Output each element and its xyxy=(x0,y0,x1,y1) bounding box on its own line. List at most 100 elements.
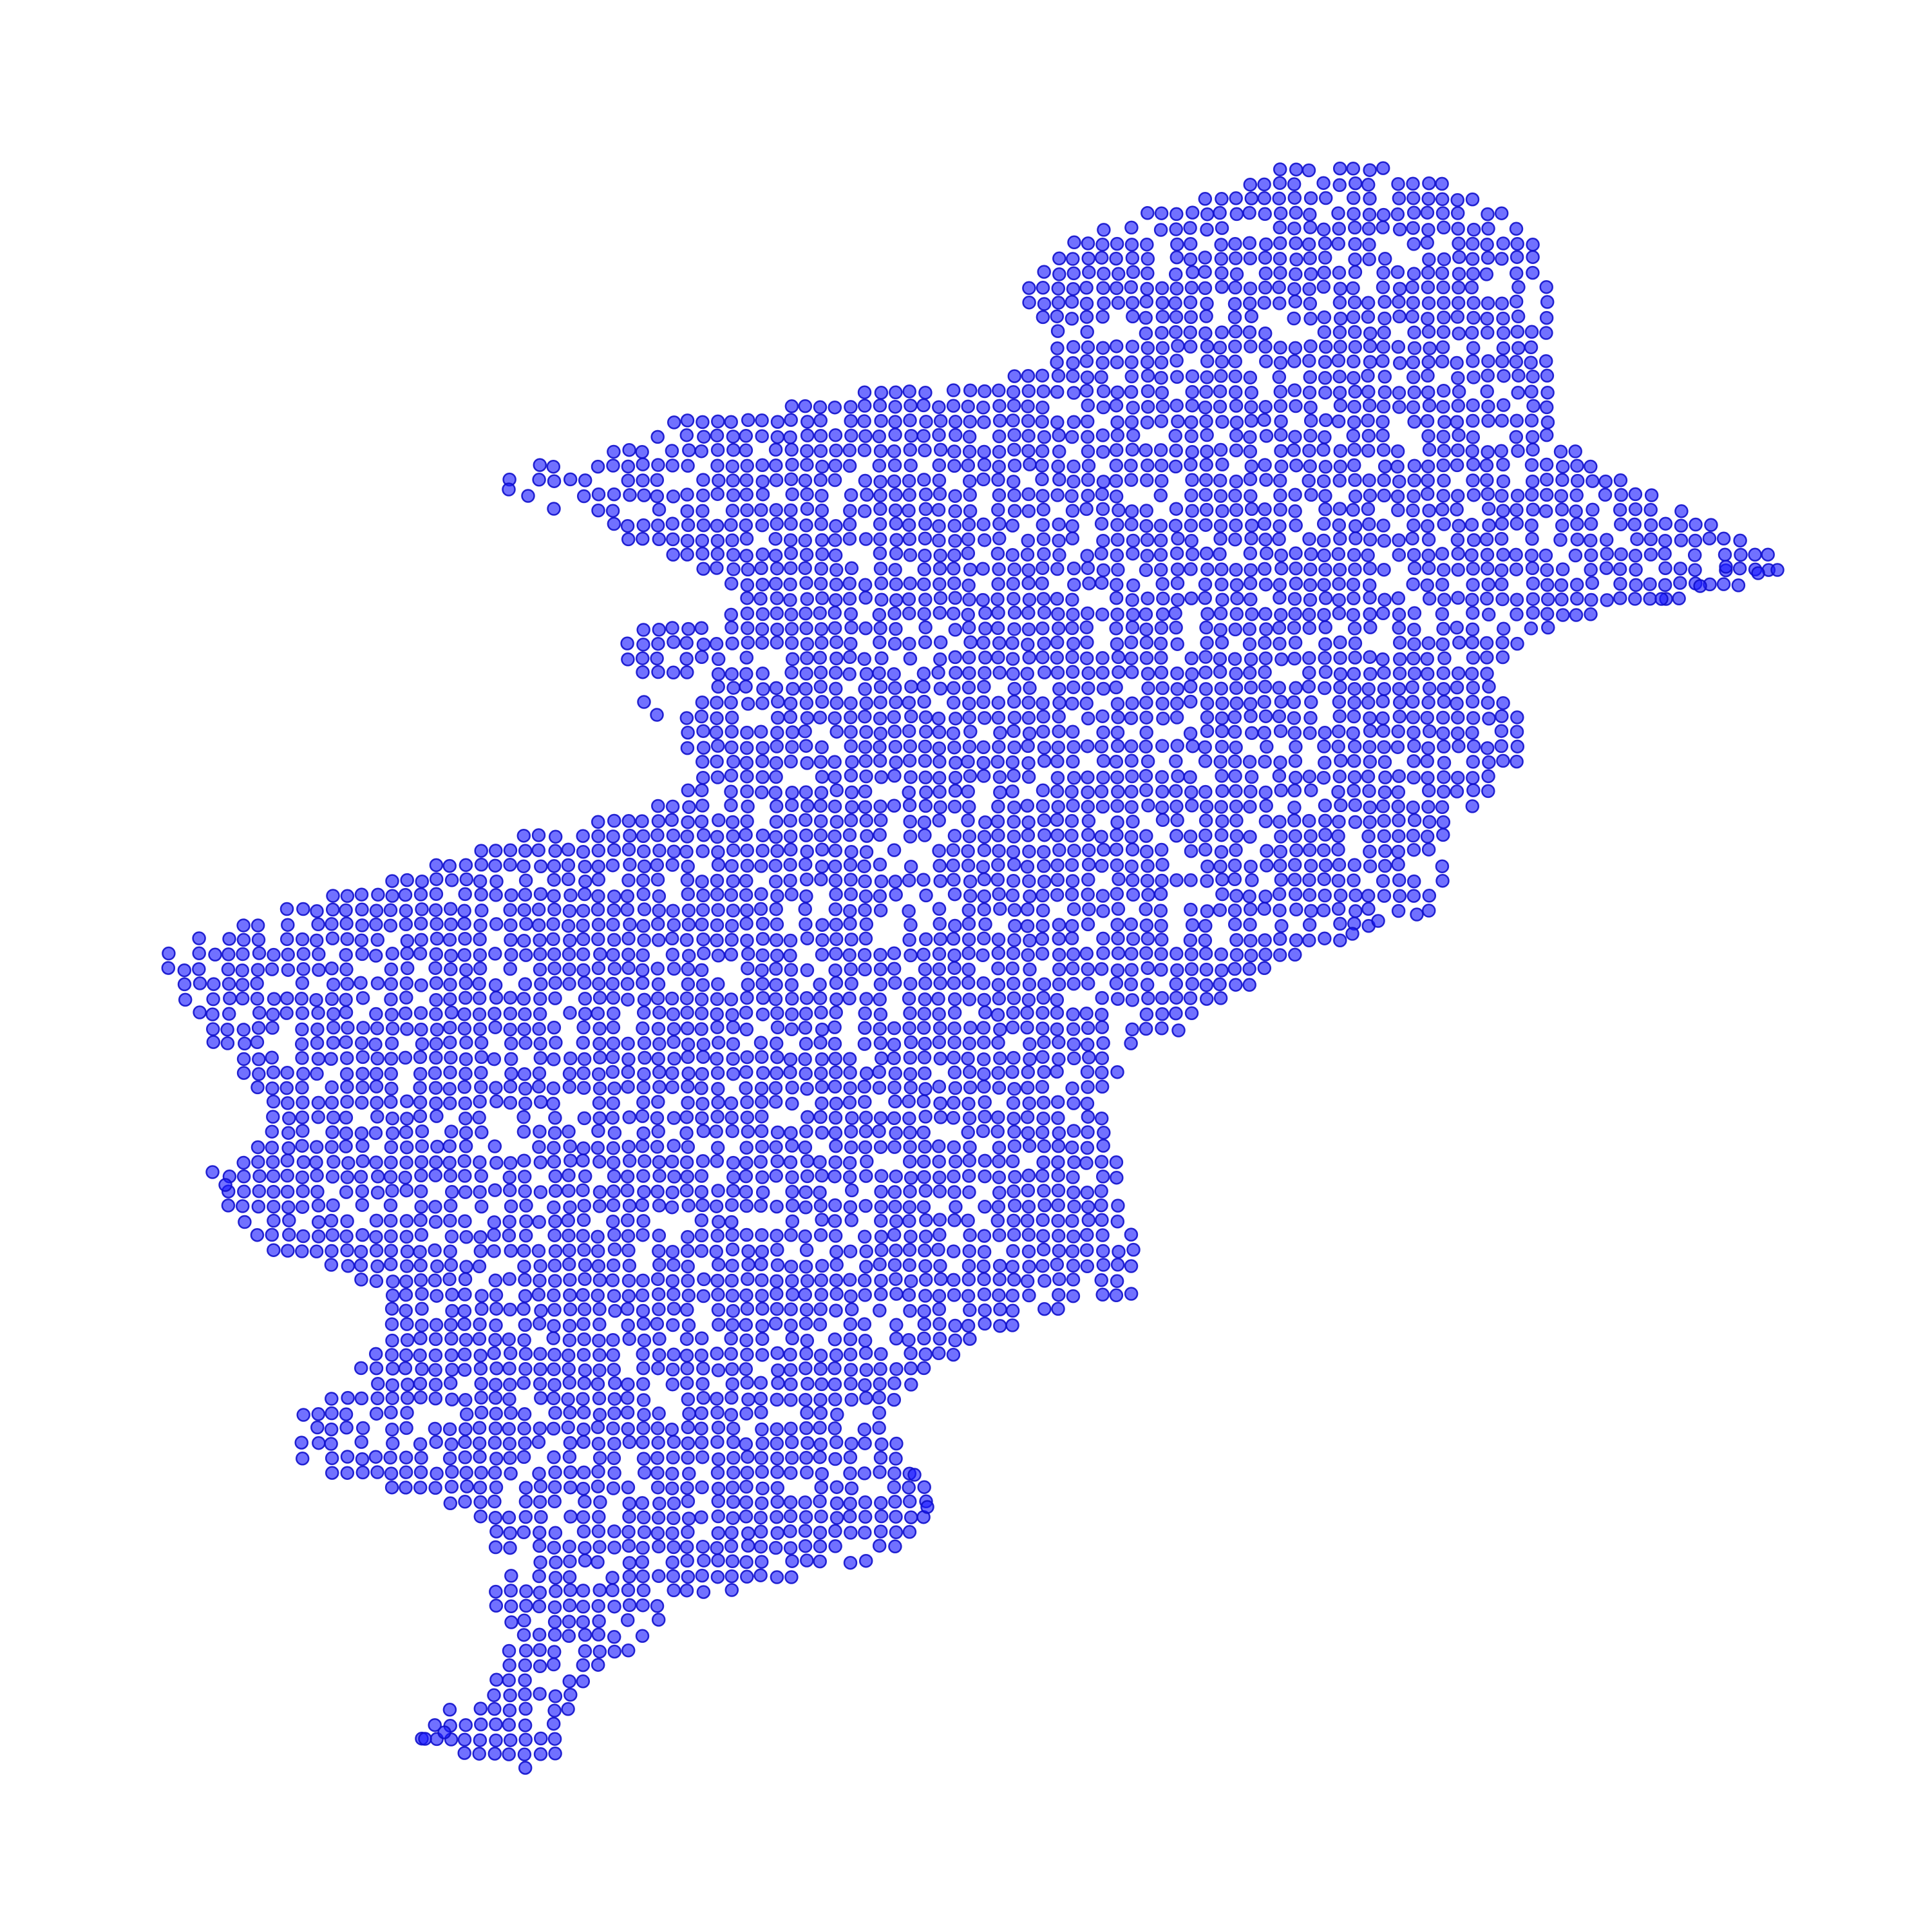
map-point xyxy=(947,1140,961,1155)
map-point xyxy=(1347,295,1362,310)
map-point xyxy=(681,1140,696,1154)
map-point xyxy=(414,1200,428,1214)
map-point xyxy=(384,1066,399,1081)
map-point xyxy=(518,1718,533,1732)
map-point xyxy=(429,1096,443,1110)
map-point xyxy=(755,1185,770,1200)
map-point xyxy=(415,1362,429,1376)
map-point xyxy=(1065,961,1080,976)
map-point xyxy=(739,1479,753,1494)
map-point xyxy=(578,1272,592,1286)
map-point xyxy=(1096,904,1110,918)
map-point xyxy=(829,1287,844,1302)
map-point xyxy=(1481,445,1495,459)
map-point xyxy=(1464,548,1479,562)
map-point xyxy=(1273,815,1287,829)
map-point xyxy=(902,1094,916,1109)
map-point xyxy=(504,1199,518,1213)
map-point xyxy=(1154,206,1169,220)
map-point xyxy=(1095,858,1109,873)
map-point xyxy=(636,1126,650,1141)
map-point xyxy=(1022,726,1037,741)
map-point xyxy=(1139,696,1153,710)
map-point xyxy=(1480,650,1494,665)
map-point xyxy=(1228,339,1242,354)
map-point xyxy=(1213,755,1227,769)
map-point xyxy=(903,829,918,844)
map-point xyxy=(652,1244,666,1258)
map-point xyxy=(1496,547,1510,562)
map-point xyxy=(873,695,887,710)
map-point xyxy=(1258,651,1273,666)
map-point xyxy=(769,756,784,770)
map-point xyxy=(1125,620,1140,634)
map-point xyxy=(1347,783,1361,798)
map-point xyxy=(755,844,770,858)
map-point xyxy=(488,1494,502,1509)
map-point xyxy=(1480,741,1495,755)
map-point xyxy=(1361,384,1376,399)
map-point xyxy=(665,1154,679,1169)
map-point xyxy=(858,1006,872,1021)
map-point xyxy=(1288,294,1303,308)
map-point xyxy=(828,1421,842,1435)
map-point xyxy=(1124,355,1139,370)
map-point xyxy=(296,1184,310,1198)
map-point xyxy=(577,1052,592,1066)
map-point xyxy=(916,1021,931,1035)
map-point xyxy=(339,1051,354,1065)
map-point xyxy=(724,620,739,635)
map-point xyxy=(443,1213,457,1228)
map-point xyxy=(1124,517,1139,532)
map-point xyxy=(858,874,872,889)
map-point xyxy=(1451,591,1465,605)
map-point xyxy=(1331,414,1346,429)
map-point xyxy=(1096,1258,1111,1272)
map-point xyxy=(518,1436,532,1450)
map-point xyxy=(785,1331,799,1346)
map-point xyxy=(325,1095,339,1110)
map-point xyxy=(429,887,444,901)
map-point xyxy=(1124,739,1139,753)
map-point xyxy=(902,696,916,710)
map-point xyxy=(679,711,694,725)
map-point xyxy=(857,1422,872,1437)
map-point xyxy=(887,1051,901,1065)
map-point xyxy=(1569,488,1584,502)
map-point xyxy=(1096,1139,1110,1153)
map-point xyxy=(799,872,814,887)
map-point xyxy=(873,799,887,813)
map-point xyxy=(993,1051,1007,1065)
map-point xyxy=(1287,726,1302,740)
map-point xyxy=(1361,769,1376,784)
map-point xyxy=(1613,591,1627,605)
map-point xyxy=(340,932,354,946)
map-point xyxy=(667,635,681,649)
map-point xyxy=(1081,430,1095,444)
map-point xyxy=(681,1494,696,1508)
map-point xyxy=(828,1037,842,1051)
map-point xyxy=(710,770,725,784)
map-point xyxy=(1272,709,1287,724)
map-point xyxy=(503,961,518,976)
map-point xyxy=(1464,667,1479,681)
map-point xyxy=(1036,724,1050,739)
map-point xyxy=(576,489,591,504)
map-point xyxy=(858,1095,872,1109)
map-point xyxy=(681,725,695,740)
map-point xyxy=(1390,444,1405,459)
map-point xyxy=(858,753,873,768)
map-point xyxy=(488,1390,503,1405)
map-point xyxy=(1020,799,1035,813)
map-point xyxy=(547,859,562,873)
map-point xyxy=(311,1407,326,1421)
map-point xyxy=(279,1081,294,1095)
map-point xyxy=(1318,562,1332,577)
map-point xyxy=(1171,769,1185,783)
map-point xyxy=(1184,962,1199,976)
map-point xyxy=(444,1124,459,1139)
map-point xyxy=(1318,755,1332,770)
map-point xyxy=(1229,474,1244,489)
map-point xyxy=(546,917,560,931)
map-point xyxy=(1435,873,1450,888)
